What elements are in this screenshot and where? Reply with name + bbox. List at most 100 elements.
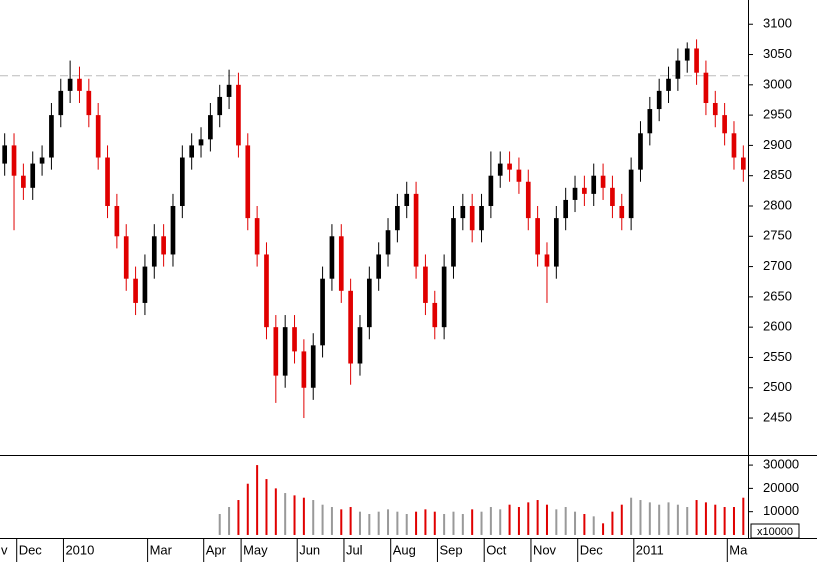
candle-body	[161, 236, 166, 255]
candle-body	[217, 96, 223, 116]
volume-bar	[489, 507, 492, 535]
volume-bar	[611, 511, 614, 535]
candle-body	[77, 78, 82, 91]
volume-bar	[237, 500, 240, 535]
x-tick-label: Mar	[150, 542, 173, 557]
volume-bar	[732, 507, 735, 535]
x-tick-label: Nov	[533, 542, 557, 557]
x-tick-label: Jun	[299, 542, 320, 557]
candle-body	[404, 193, 410, 206]
candle-body	[86, 90, 92, 116]
volume-bar	[321, 504, 324, 535]
candle-body	[338, 236, 344, 291]
y-tick-label: 3000	[763, 76, 792, 91]
x-tick-label: Aug	[393, 542, 416, 557]
candle-body	[684, 48, 690, 61]
candle-body	[105, 157, 110, 206]
volume-bar	[358, 511, 361, 535]
volume-bar	[433, 511, 436, 535]
candle-body	[2, 145, 8, 164]
volume-bar	[602, 523, 605, 535]
candle-body	[619, 205, 625, 219]
candle-body	[628, 169, 634, 219]
volume-bar	[293, 495, 296, 535]
candle-body	[39, 157, 45, 164]
volume-bar	[246, 483, 249, 535]
volume-bar	[274, 488, 277, 535]
volume-bar	[415, 511, 418, 535]
candle-body	[535, 218, 540, 255]
x-tick-label: Ma	[729, 542, 748, 557]
volume-bar	[284, 493, 287, 535]
candle-body	[58, 90, 64, 116]
candle-body	[441, 266, 447, 328]
candle-body	[638, 133, 643, 170]
candle-body	[273, 327, 279, 376]
candle-body	[320, 278, 325, 346]
y-tick-label: 3050	[763, 46, 792, 61]
candle-body	[572, 187, 578, 200]
candle-body	[236, 84, 241, 146]
volume-bar	[555, 509, 558, 535]
volume-bar	[340, 509, 343, 535]
y-tick-label: 2550	[763, 349, 792, 364]
volume-bar	[714, 504, 717, 535]
volume-bar	[574, 511, 577, 535]
volume-bar	[630, 497, 633, 535]
volume-bar	[452, 511, 455, 535]
x-tick-label: 2010	[65, 542, 94, 557]
x-tick-label: Jul	[346, 542, 363, 557]
volume-bar	[396, 511, 399, 535]
candle-body	[208, 115, 213, 140]
y-tick-label: 2800	[763, 197, 792, 212]
volume-bar	[312, 500, 315, 535]
volume-bar	[545, 504, 548, 535]
volume-bar	[461, 514, 464, 535]
volume-bar	[686, 507, 689, 535]
candle-body	[254, 218, 260, 255]
x-tick-label: Dec	[19, 542, 43, 557]
candle-body	[142, 266, 148, 303]
candle-body	[563, 199, 569, 219]
volume-tick-label: 20000	[763, 480, 799, 495]
candle-body	[666, 78, 671, 91]
candle-body	[656, 90, 662, 110]
candle-body	[497, 163, 503, 176]
candle-body	[310, 345, 316, 388]
x-tick-label: Oct	[486, 542, 507, 557]
candle-body	[731, 133, 737, 158]
y-tick-label: 2900	[763, 137, 792, 152]
candle-body	[282, 327, 288, 376]
volume-bar	[536, 500, 539, 535]
candle-body	[647, 109, 653, 134]
candle-body	[198, 139, 204, 146]
candle-body	[189, 145, 195, 158]
candle-body	[348, 290, 353, 364]
volume-bar	[377, 511, 380, 535]
candle-body	[423, 266, 428, 303]
volume-bar	[424, 509, 427, 535]
volume-bar	[228, 507, 231, 535]
candle-body	[179, 157, 185, 206]
y-tick-label: 2700	[763, 258, 792, 273]
candle-body	[133, 278, 138, 303]
y-tick-label: 2950	[763, 107, 792, 122]
candle-body	[395, 205, 400, 231]
candle-body	[432, 302, 438, 328]
y-tick-label: 2750	[763, 228, 792, 243]
volume-bar	[443, 514, 446, 535]
x-tick-label: Sep	[439, 542, 462, 557]
candle-body	[376, 254, 382, 279]
volume-bar	[471, 509, 474, 535]
volume-bar	[302, 497, 305, 535]
candle-body	[21, 175, 26, 188]
candle-body	[264, 254, 269, 328]
x-tick-label: Apr	[206, 542, 227, 557]
candle-body	[329, 236, 335, 279]
candle-body	[226, 84, 232, 97]
volume-unit-box	[750, 523, 800, 539]
candle-body	[694, 48, 699, 73]
candle-body	[95, 115, 101, 158]
